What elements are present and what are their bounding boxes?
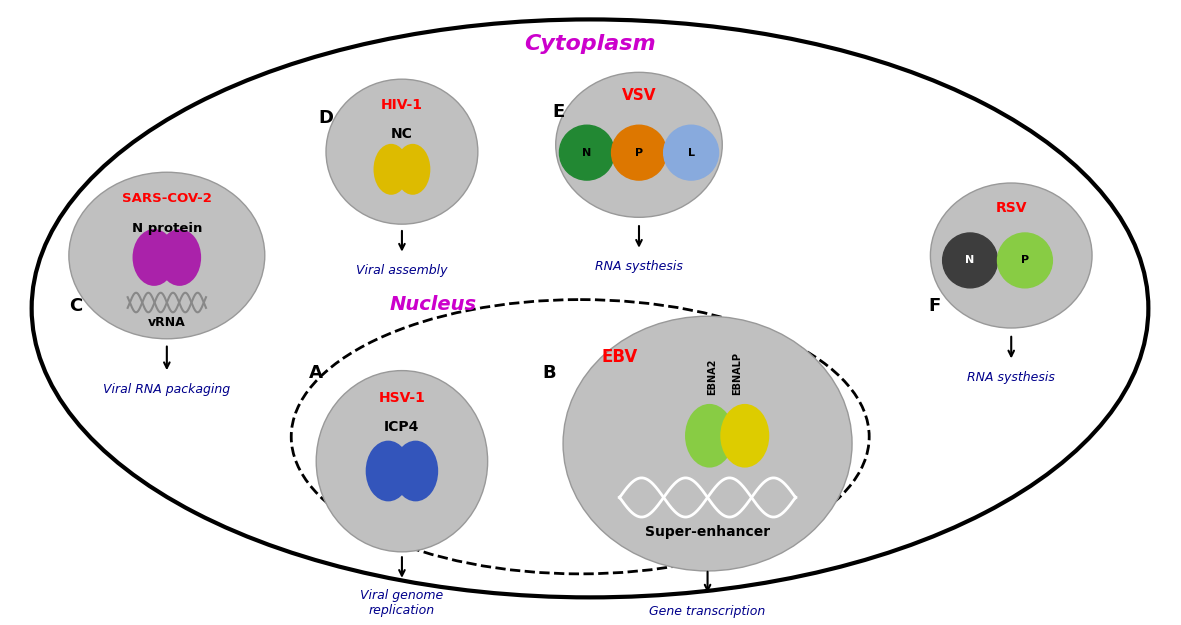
Ellipse shape — [326, 79, 478, 224]
Text: EBV: EBV — [601, 348, 638, 366]
Text: HIV-1: HIV-1 — [381, 98, 423, 112]
Ellipse shape — [720, 404, 769, 468]
Ellipse shape — [563, 316, 852, 571]
Ellipse shape — [366, 441, 411, 501]
Text: N: N — [965, 256, 974, 266]
Ellipse shape — [393, 441, 438, 501]
Text: RSV: RSV — [996, 201, 1027, 216]
Ellipse shape — [158, 229, 201, 286]
Text: A: A — [308, 364, 322, 382]
Text: B: B — [542, 364, 556, 382]
Ellipse shape — [396, 144, 430, 195]
Circle shape — [942, 233, 998, 288]
Text: D: D — [318, 109, 333, 128]
Text: C: C — [70, 298, 83, 316]
Ellipse shape — [68, 173, 265, 339]
Text: E: E — [553, 104, 565, 121]
Text: RNA systhesis: RNA systhesis — [595, 261, 683, 273]
Text: N protein: N protein — [131, 222, 202, 234]
Text: Viral RNA packaging: Viral RNA packaging — [103, 383, 230, 396]
Text: EBNA2: EBNA2 — [707, 358, 717, 394]
Text: Nucleus: Nucleus — [390, 295, 477, 314]
Text: NC: NC — [391, 127, 413, 141]
Text: ICP4: ICP4 — [384, 420, 419, 434]
Text: P: P — [635, 148, 642, 158]
Text: Gene transcription: Gene transcription — [650, 605, 765, 618]
Text: HSV-1: HSV-1 — [378, 391, 425, 404]
Text: EBNALP: EBNALP — [732, 352, 742, 394]
Text: P: P — [1020, 256, 1029, 266]
Ellipse shape — [292, 299, 869, 574]
Ellipse shape — [32, 19, 1148, 598]
Text: Super-enhancer: Super-enhancer — [645, 525, 770, 539]
Text: Viral assembly: Viral assembly — [357, 264, 448, 278]
Text: F: F — [928, 298, 941, 316]
Circle shape — [664, 125, 718, 180]
Circle shape — [998, 233, 1052, 288]
Ellipse shape — [685, 404, 735, 468]
Ellipse shape — [931, 183, 1092, 328]
Text: Cytoplasm: Cytoplasm — [524, 34, 655, 54]
Text: L: L — [687, 148, 694, 158]
Ellipse shape — [132, 229, 176, 286]
Text: vRNA: vRNA — [148, 316, 185, 329]
Text: SARS-COV-2: SARS-COV-2 — [122, 192, 211, 205]
Text: VSV: VSV — [621, 88, 657, 103]
Circle shape — [612, 125, 666, 180]
Text: Viral genome
replication: Viral genome replication — [360, 589, 444, 617]
Ellipse shape — [317, 371, 488, 552]
Text: N: N — [582, 148, 592, 158]
Text: RNA systhesis: RNA systhesis — [967, 371, 1055, 384]
Ellipse shape — [373, 144, 409, 195]
Circle shape — [560, 125, 614, 180]
Ellipse shape — [556, 72, 723, 218]
